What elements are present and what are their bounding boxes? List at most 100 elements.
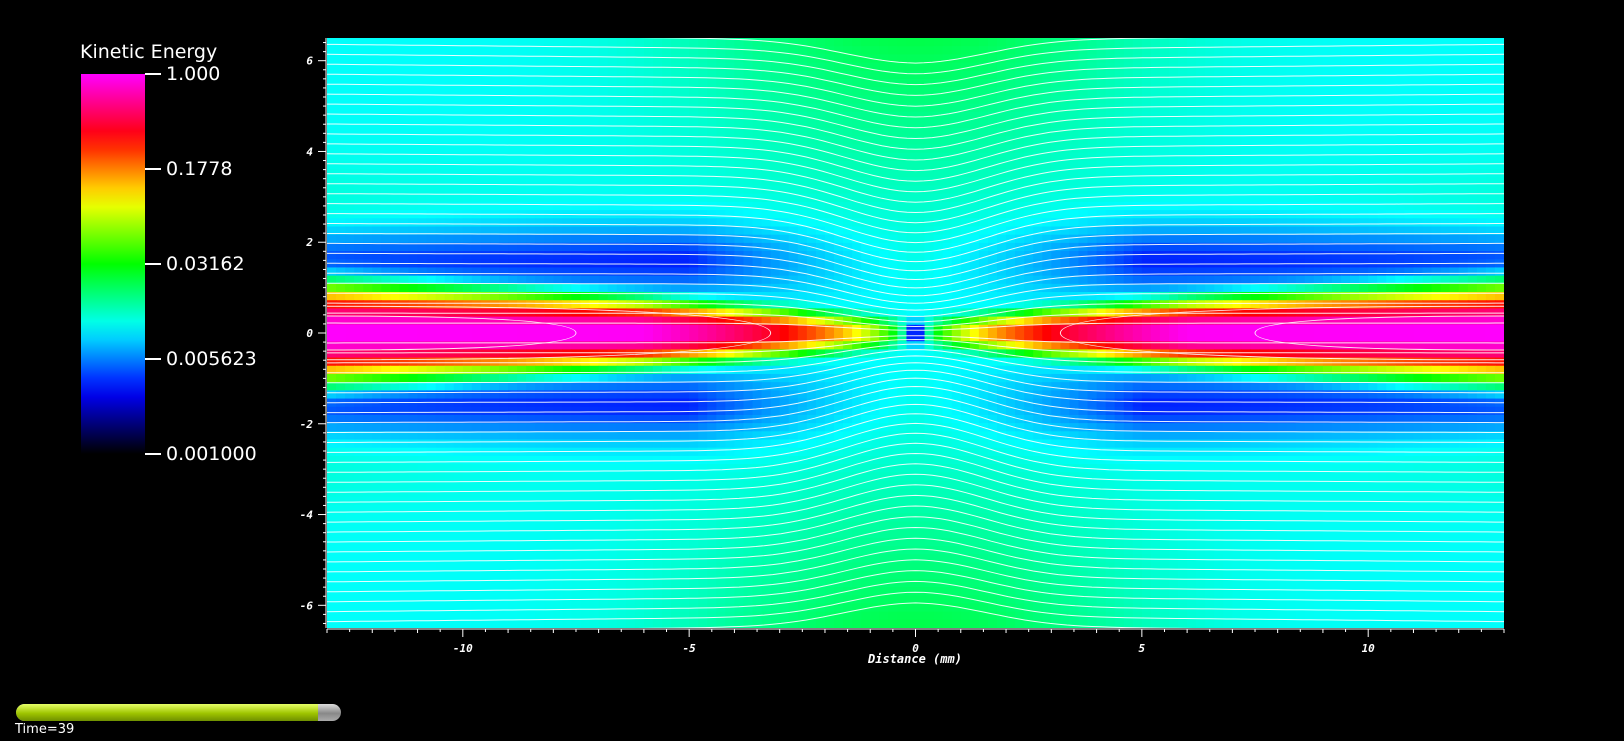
heatmap-cell: [1241, 193, 1252, 203]
heatmap-cell: [725, 78, 736, 88]
heatmap-cell: [1114, 177, 1125, 187]
heatmap-cell: [1322, 70, 1333, 80]
heatmap-cell: [634, 128, 645, 137]
heatmap-cell: [580, 283, 591, 293]
heatmap-cell: [734, 111, 745, 121]
heatmap-cell: [1286, 103, 1297, 113]
heatmap-cell: [444, 283, 455, 293]
heatmap-cell: [1413, 103, 1424, 113]
heatmap-cell: [1277, 144, 1288, 154]
heatmap-cell: [1268, 185, 1279, 195]
heatmap-cell: [661, 136, 672, 146]
heatmap-cell: [381, 87, 391, 96]
heatmap-cell: [1359, 136, 1369, 146]
heatmap-cell: [1440, 128, 1451, 137]
heatmap-cell: [1359, 185, 1369, 195]
heatmap-cell: [544, 169, 554, 178]
heatmap-cell: [1114, 111, 1125, 121]
heatmap-cell: [399, 324, 410, 334]
heatmap-cell: [390, 292, 401, 301]
heatmap-cell: [1096, 242, 1107, 252]
heatmap-cell: [1449, 95, 1460, 105]
heatmap-cell: [607, 95, 618, 105]
heatmap-cell: [716, 267, 726, 277]
heatmap-cell: [1141, 275, 1152, 285]
heatmap-cell: [1105, 259, 1116, 269]
heatmap-cell: [345, 136, 355, 146]
heatmap-cell: [1476, 267, 1487, 277]
heatmap-cell: [1386, 46, 1396, 55]
heatmap-cell: [1467, 267, 1478, 277]
heatmap-cell: [589, 70, 600, 80]
heatmap-cell: [327, 128, 337, 137]
heatmap-cell: [1413, 54, 1424, 64]
heatmap-cell: [1467, 177, 1478, 187]
heatmap-cell: [1006, 316, 1016, 326]
heatmap-cell: [788, 152, 799, 162]
heatmap-cell: [553, 218, 563, 228]
heatmap-cell: [607, 185, 618, 195]
heatmap-cell: [1277, 324, 1288, 334]
heatmap-cell: [1241, 242, 1252, 252]
heatmap-cell: [1331, 111, 1342, 121]
heatmap-cell: [1069, 119, 1080, 129]
heatmap-cell: [1069, 324, 1080, 334]
heatmap-cell: [861, 177, 871, 187]
heatmap-cell: [1096, 95, 1107, 105]
heatmap-cell: [1214, 275, 1224, 285]
heatmap-cell: [1132, 152, 1143, 162]
heatmap-cell: [1331, 46, 1342, 55]
heatmap-cell: [1250, 333, 1261, 342]
heatmap-cell: [471, 251, 482, 260]
heatmap-cell: [824, 62, 835, 72]
heatmap-cell: [779, 300, 790, 310]
heatmap-cell: [1259, 300, 1270, 310]
heatmap-cell: [643, 316, 654, 326]
heatmap-cell: [1295, 119, 1306, 129]
heatmap-cell: [1205, 54, 1215, 64]
heatmap-cell: [716, 324, 726, 334]
heatmap-cell: [1060, 54, 1071, 64]
heatmap-cell: [1187, 46, 1197, 55]
heatmap-cell: [1331, 169, 1342, 178]
heatmap-cell: [1341, 300, 1351, 310]
heatmap-cell: [1431, 78, 1442, 88]
heatmap-cell: [689, 341, 699, 350]
heatmap-cell: [815, 292, 826, 301]
heatmap-cell: [924, 292, 935, 301]
heatmap-cell: [1150, 78, 1161, 88]
heatmap-cell: [462, 177, 473, 187]
heatmap-cell: [1096, 87, 1107, 96]
heatmap-cell: [1449, 46, 1460, 55]
heatmap-cell: [444, 169, 455, 178]
heatmap-cell: [1404, 144, 1415, 154]
heatmap-cell: [996, 259, 1007, 269]
heatmap-cell: [1458, 324, 1469, 334]
heatmap-cell: [1132, 144, 1143, 154]
heatmap-cell: [1259, 242, 1270, 252]
heatmap-cell: [770, 78, 781, 88]
heatmap-cell: [824, 259, 835, 269]
heatmap-cell: [689, 259, 699, 269]
heatmap-cell: [634, 218, 645, 228]
heatmap-cell: [435, 193, 446, 203]
heatmap-cell: [1069, 103, 1080, 113]
heatmap-cell: [797, 152, 808, 162]
heatmap-cell: [1341, 201, 1351, 211]
heatmap-cell: [779, 70, 790, 80]
heatmap-cell: [1431, 201, 1442, 211]
heatmap-cell: [734, 193, 745, 203]
heatmap-cell: [1105, 95, 1116, 105]
heatmap-cell: [1178, 95, 1188, 105]
heatmap-cell: [1250, 177, 1261, 187]
heatmap-cell: [1449, 78, 1460, 88]
heatmap-cell: [942, 103, 953, 113]
heatmap-cell: [1223, 193, 1233, 203]
heatmap-cell: [1476, 152, 1487, 162]
heatmap-cell: [1377, 160, 1387, 170]
heatmap-cell: [1141, 234, 1152, 244]
heatmap-cell: [336, 300, 346, 310]
heatmap-cell: [888, 177, 898, 187]
heatmap-cell: [453, 136, 464, 146]
heatmap-cell: [1178, 316, 1188, 326]
